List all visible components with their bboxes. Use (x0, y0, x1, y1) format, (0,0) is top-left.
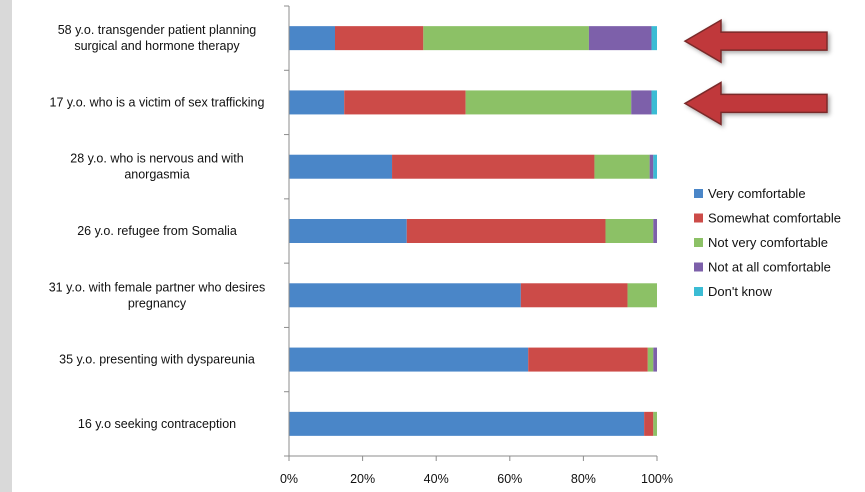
category-label-row-7: 16 y.o seeking contraception (78, 417, 236, 431)
bar-segment-not-very-comfortable-row-6 (647, 347, 654, 372)
x-tick-label-100: 100% (641, 472, 673, 486)
bar-segment-not-very-comfortable-row-7 (653, 411, 657, 436)
category-label-row-3-line-2: anorgasmia (124, 168, 189, 182)
category-labels: 58 y.o. transgender patient planning surg… (49, 23, 266, 431)
bar-segment-don-t-know-row-3 (653, 154, 657, 179)
x-tick-label-60: 60% (497, 472, 522, 486)
bar-segment-don-t-know-row-2 (651, 90, 657, 115)
bar-segment-not-very-comfortable-row-2 (465, 90, 632, 115)
category-label-row-5-line-2: pregnancy (128, 296, 187, 310)
bar-segment-very-comfortable-row-1 (289, 26, 335, 51)
bar-segment-not-at-all-comfortable-row-4 (653, 219, 657, 243)
legend-swatch-not-at-all-comfortable (694, 262, 703, 272)
bar-segment-somewhat-comfortable-row-5 (520, 283, 628, 308)
bar-segment-not-very-comfortable-row-4 (605, 219, 654, 243)
bar-segment-somewhat-comfortable-row-7 (644, 411, 654, 436)
category-label-row-1-line-1: 58 y.o. transgender patient planning (58, 23, 257, 37)
bars (289, 26, 657, 436)
bar-segment-very-comfortable-row-2 (289, 90, 345, 115)
bar-segment-somewhat-comfortable-row-4 (406, 219, 606, 243)
bar-segment-not-at-all-comfortable-row-6 (653, 347, 657, 372)
x-tick-label-20: 20% (350, 472, 375, 486)
x-tick-label-40: 40% (424, 472, 449, 486)
bar-segment-not-very-comfortable-row-5 (627, 283, 657, 308)
category-label-row-6: 35 y.o. presenting with dyspareunia (59, 353, 255, 367)
category-label-row-4: 26 y.o. refugee from Somalia (77, 224, 237, 238)
bar-segment-not-at-all-comfortable-row-2 (631, 90, 652, 115)
legend-label-very-comfortable: Very comfortable (708, 186, 806, 201)
bar-segment-don-t-know-row-1 (651, 26, 657, 51)
legend: Very comfortable Somewhat comfortable Not … (694, 186, 841, 299)
legend-swatch-don-t-know (694, 287, 703, 296)
annotation-arrows (683, 18, 828, 126)
legend-label-not-very-comfortable: Not very comfortable (708, 235, 828, 250)
category-label-row-2: 17 y.o. who is a victim of sex trafficki… (50, 95, 265, 109)
chart-panel: 0% 20% 40% 60% 80% 100% 58 y.o. transgender p… (12, 0, 865, 492)
x-tick-label-80: 80% (571, 472, 596, 486)
stacked-bar-chart: 0% 20% 40% 60% 80% 100% 58 y.o. transgender p… (49, 5, 841, 486)
bar-segment-very-comfortable-row-5 (289, 283, 521, 308)
bar-segment-very-comfortable-row-6 (289, 347, 529, 372)
category-label-row-3-line-1: 28 y.o. who is nervous and with (70, 152, 244, 166)
bar-segment-not-at-all-comfortable-row-1 (588, 26, 652, 51)
annotation-arrow-2 (683, 81, 828, 126)
bar-segment-not-at-all-comfortable-row-3 (649, 154, 654, 179)
legend-swatch-very-comfortable (694, 189, 703, 198)
bar-segment-somewhat-comfortable-row-3 (392, 154, 595, 179)
bar-segment-very-comfortable-row-7 (289, 411, 645, 436)
legend-swatch-not-very-comfortable (694, 238, 703, 247)
bar-segment-not-very-comfortable-row-1 (423, 26, 589, 51)
bar-segment-somewhat-comfortable-row-6 (528, 347, 648, 372)
bar-segment-somewhat-comfortable-row-2 (344, 90, 466, 115)
axes: 0% 20% 40% 60% 80% 100% (280, 5, 673, 486)
bar-segment-somewhat-comfortable-row-1 (335, 26, 424, 51)
legend-label-not-at-all-comfortable: Not at all comfortable (708, 260, 831, 275)
legend-label-somewhat-comfortable: Somewhat comfortable (708, 211, 841, 226)
legend-label-don-t-know: Don't know (708, 284, 773, 299)
x-tick-label-0: 0% (280, 472, 298, 486)
category-label-row-5-line-1: 31 y.o. with female partner who desires (49, 280, 266, 294)
bar-segment-very-comfortable-row-3 (289, 154, 393, 179)
bar-segment-not-very-comfortable-row-3 (594, 154, 650, 179)
annotation-arrow-1 (683, 18, 828, 64)
bar-segment-very-comfortable-row-4 (289, 219, 407, 243)
legend-swatch-somewhat-comfortable (694, 213, 703, 223)
category-label-row-1-line-2: surgical and hormone therapy (74, 39, 240, 53)
